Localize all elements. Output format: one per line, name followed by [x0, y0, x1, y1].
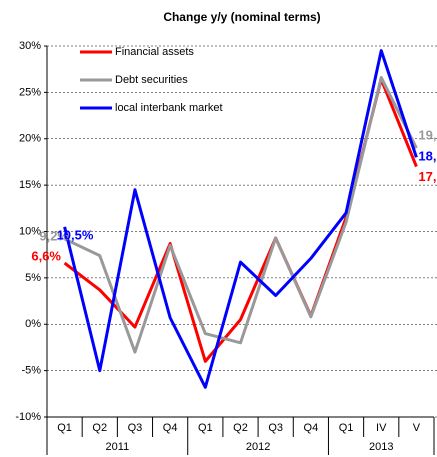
legend-label: Financial assets [115, 46, 194, 58]
value-label: 17, [418, 169, 436, 184]
x-tick-label: Q2 [233, 422, 248, 434]
y-tick-label: 15% [19, 179, 41, 191]
legend-label: Debt securities [115, 74, 188, 86]
value-label: 6,6% [31, 248, 61, 263]
x-tick-label: Q4 [304, 422, 319, 434]
series-line [63, 49, 418, 389]
value-label: 10,5% [57, 227, 94, 242]
group-label: 2013 [369, 441, 393, 453]
value-label: 9,2% [39, 228, 69, 243]
series-line [63, 77, 418, 363]
x-tick-label: Q3 [268, 422, 283, 434]
y-tick-label: 5% [25, 272, 41, 284]
x-tick-label: Q1 [198, 422, 213, 434]
y-tick-label: 0% [25, 318, 41, 330]
x-tick-label: Q1 [339, 422, 354, 434]
x-tick-label: IV [376, 422, 387, 434]
y-tick-label: 20% [19, 133, 41, 145]
y-tick-label: 10% [19, 225, 41, 237]
x-tick-label: Q1 [57, 422, 72, 434]
x-tick-label: Q3 [128, 422, 143, 434]
chart-title: Change y/y (nominal terms) [163, 10, 320, 24]
x-tick-label: Q4 [163, 422, 178, 434]
group-label: 2012 [246, 441, 270, 453]
legend-label: local interbank market [115, 102, 223, 114]
y-tick-label: -5% [21, 365, 41, 377]
group-label: 2011 [106, 441, 130, 453]
y-tick-label: 25% [19, 86, 41, 98]
value-label: 19, [418, 127, 436, 142]
value-label: 18, [418, 149, 436, 164]
y-tick-label: -10% [15, 411, 41, 423]
x-tick-label: V [413, 422, 421, 434]
x-tick-label: Q2 [92, 422, 107, 434]
y-tick-label: 30% [19, 40, 41, 52]
series-line [63, 76, 418, 354]
